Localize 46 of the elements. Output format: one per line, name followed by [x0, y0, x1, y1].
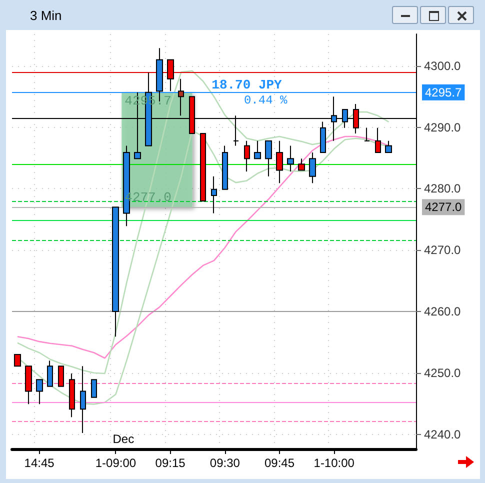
candlestick [276, 140, 283, 184]
line-series [16, 136, 390, 359]
x-tick-label: 09:30 [210, 456, 240, 470]
candlestick [178, 78, 184, 116]
candlestick [385, 140, 392, 153]
candlestick [91, 379, 97, 398]
y-tick-label: 4270.0 [424, 243, 462, 258]
candlestick [364, 127, 370, 142]
x-tick-label: 09:15 [155, 456, 186, 470]
candlestick [222, 145, 228, 190]
candlestick [244, 140, 250, 172]
y-tick-label: 4240.0 [424, 427, 462, 442]
x-tick-label: 1-09:00 [95, 456, 136, 470]
candlestick [14, 354, 21, 367]
y-tick-label: 4250.0 [424, 366, 462, 380]
y-tick-label: 4280.0 [424, 182, 462, 196]
candlestick [47, 360, 53, 387]
candlestick [58, 366, 64, 387]
candlestick [211, 176, 217, 214]
candlestick [254, 140, 261, 160]
candlestick [287, 145, 294, 172]
candlestick [298, 158, 305, 171]
x-tick-label: 14:45 [24, 456, 55, 470]
y-tick-label: 4260.0 [424, 304, 462, 318]
annotation: 18.70 JPY [212, 77, 282, 92]
candlestick [167, 59, 174, 92]
candlestick [265, 140, 272, 177]
x-tick-label: 09:45 [264, 456, 295, 470]
ref-line-label: 4295.7 [425, 85, 462, 100]
ref-line-label: 4277.0 [425, 200, 462, 214]
candlestick [36, 379, 43, 405]
candlestick [25, 366, 32, 405]
candlestick [69, 372, 75, 418]
chart-title: 3 Min [30, 8, 62, 23]
candlestick [80, 366, 86, 434]
candlestick [309, 152, 316, 184]
candlestick [375, 127, 381, 153]
y-tick-label: 4300.0 [424, 58, 462, 73]
annotation: 0.44 % [244, 93, 288, 108]
x-tick-label: 1-10:00 [314, 456, 355, 470]
candlestick [112, 206, 119, 338]
annotation: Dec [112, 432, 134, 446]
line-series [16, 70, 390, 374]
candlestick [200, 132, 206, 202]
y-tick-label: 4290.0 [424, 120, 462, 134]
candlestick [320, 121, 326, 153]
